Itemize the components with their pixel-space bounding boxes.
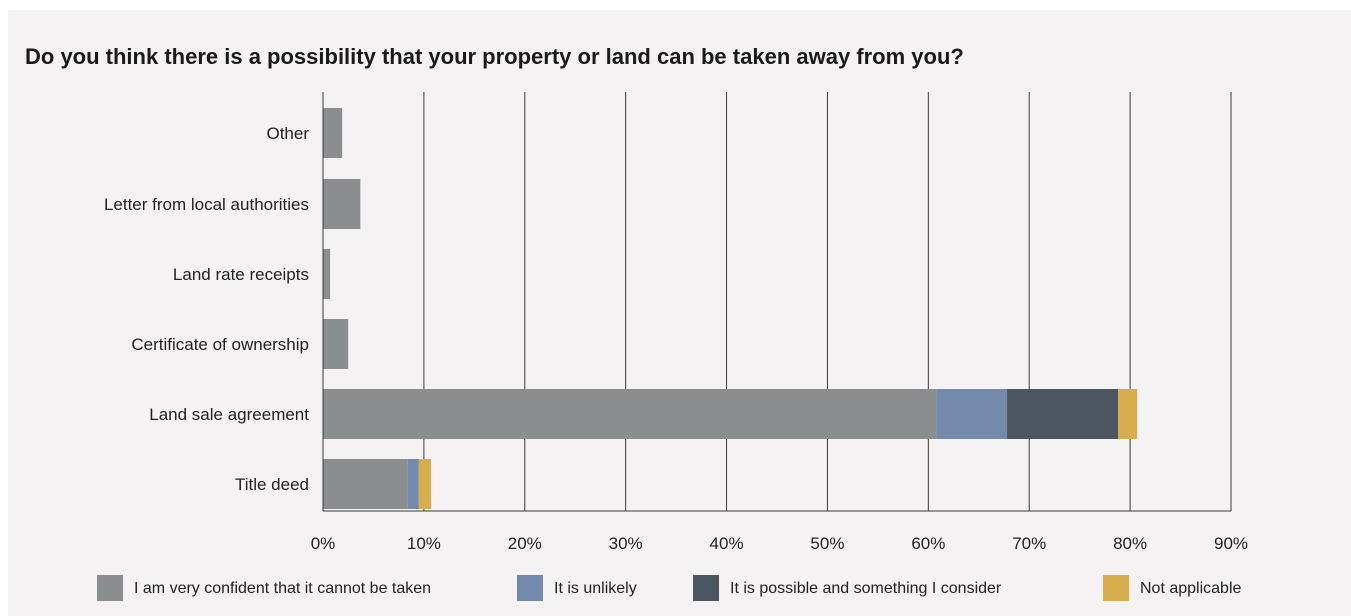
- legend-swatch-not-applicable: [1103, 575, 1129, 601]
- legend-label-i-am-very-confident-that-it-cannot-be-taken: I am very confident that it cannot be ta…: [134, 580, 431, 597]
- legend-label-it-is-unlikely: It is unlikely: [554, 580, 637, 597]
- bars: [323, 108, 1138, 509]
- x-tick-label: 90%: [1214, 534, 1248, 553]
- x-tick-label: 60%: [911, 534, 945, 553]
- category-label: Letter from local authorities: [104, 195, 309, 214]
- bar-title-deed-it-is-unlikely: [407, 459, 419, 509]
- bar-title-deed-not-applicable: [418, 459, 431, 509]
- legend-swatch-it-is-possible-and-something-i-consider: [693, 575, 719, 601]
- legend-label-it-is-possible-and-something-i-consider: It is possible and something I consider: [730, 580, 1002, 597]
- bar-certificate-of-ownership-i-am-very-confident-that-it-cannot-be-taken: [323, 319, 349, 369]
- bar-land-sale-agreement-not-applicable: [1118, 389, 1138, 439]
- bar-land-sale-agreement-it-is-possible-and-something-i-consider: [1007, 389, 1119, 439]
- x-tick-label: 0%: [311, 534, 336, 553]
- x-tick-label: 30%: [609, 534, 643, 553]
- x-tick-label: 10%: [407, 534, 441, 553]
- axes: [322, 92, 1231, 512]
- labels: 0% 10% 20% 30% 40% 50% 60% 70% 80% 90% Other Letter…: [104, 124, 1248, 553]
- legend-label-not-applicable: Not applicable: [1140, 580, 1242, 597]
- legend-swatch-i-am-very-confident-that-it-cannot-be-taken: [97, 575, 123, 601]
- bar-land-sale-agreement-i-am-very-confident-that-it-cannot-be-taken: [323, 389, 937, 439]
- category-label: Certificate of ownership: [131, 335, 309, 354]
- gridlines: [423, 92, 1232, 511]
- x-tick-label: 80%: [1113, 534, 1147, 553]
- legend-swatch-it-is-unlikely: [517, 575, 543, 601]
- x-tick-label: 50%: [810, 534, 844, 553]
- x-tick-label: 20%: [508, 534, 542, 553]
- category-label: Land rate receipts: [173, 265, 309, 284]
- x-tick-label: 70%: [1012, 534, 1046, 553]
- category-label: Title deed: [235, 475, 309, 494]
- chart-panel: [8, 10, 1351, 616]
- bar-other-i-am-very-confident-that-it-cannot-be-taken: [323, 108, 343, 158]
- x-tick-label: 40%: [710, 534, 744, 553]
- bar-land-rate-receipts-i-am-very-confident-that-it-cannot-be-taken: [323, 249, 331, 299]
- chart-title: Do you think there is a possibility that…: [25, 44, 964, 69]
- bar-land-sale-agreement-it-is-unlikely: [936, 389, 1008, 439]
- bar-letter-from-local-authorities-i-am-very-confident-that-it-cannot-be-taken: [323, 179, 361, 229]
- category-label: Land sale agreement: [149, 405, 309, 424]
- category-label: Other: [266, 124, 309, 143]
- bar-title-deed-i-am-very-confident-that-it-cannot-be-taken: [323, 459, 408, 509]
- legend: I am very confident that it cannot be ta…: [97, 575, 1242, 601]
